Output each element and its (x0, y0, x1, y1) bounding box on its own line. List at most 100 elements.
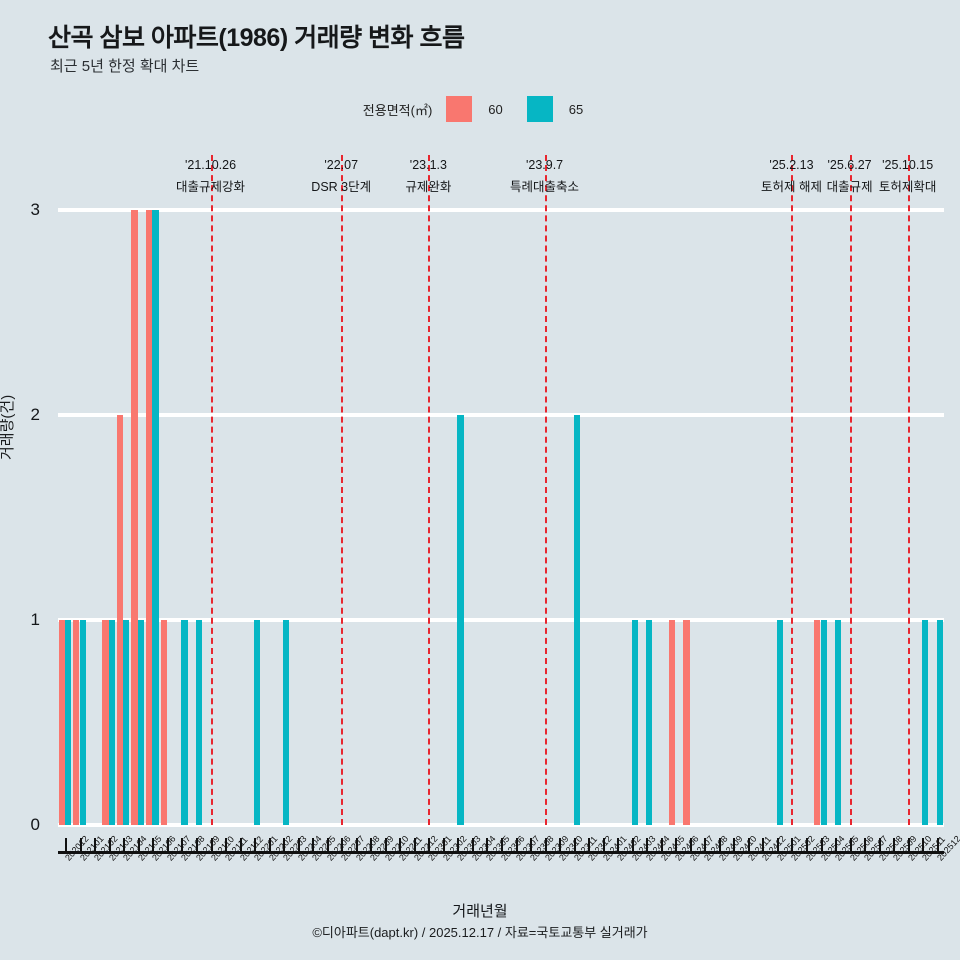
x-axis-tick (370, 838, 373, 852)
x-axis-tick (137, 838, 140, 852)
bar-65-202109 (195, 620, 203, 825)
x-axis-tick (195, 838, 198, 852)
gridline (58, 208, 944, 212)
annotation-line-202207 (341, 155, 344, 825)
bar-65-202311 (573, 415, 580, 825)
x-axis-tick (907, 838, 910, 852)
bar-60-202407 (683, 620, 690, 825)
annotation-date: '25.2.13 (769, 158, 814, 172)
annotation-label-202110: '21.10.26 대출규제강화 (176, 158, 245, 195)
bar-65-202103 (108, 620, 115, 825)
bar-60-202406 (668, 620, 675, 825)
x-axis-tick (660, 838, 663, 852)
x-axis-tick (283, 838, 286, 852)
annotation-text: 특례대출축소 (510, 180, 580, 194)
bar-65-202512 (936, 620, 943, 825)
annotation-label-202506: '25.6.27 대출규제 (827, 158, 873, 195)
annotation-label-202207: '22.07 DSR 3단계 (311, 158, 371, 195)
legend-swatch-60 (446, 96, 473, 122)
bar-60-202104 (116, 415, 124, 825)
x-axis-tick (559, 838, 562, 852)
bar-65-202101 (79, 620, 86, 825)
bar-60-202012 (58, 620, 65, 825)
x-axis-tick (878, 838, 881, 852)
y-axis-tick-labels: 0 1 2 3 (0, 200, 50, 834)
x-axis-tick (936, 838, 939, 852)
x-axis-tick (573, 838, 576, 852)
annotation-line-202502 (791, 155, 794, 825)
annotation-text: DSR 3단계 (311, 180, 372, 194)
x-axis-tick (835, 838, 838, 852)
x-axis-tick (689, 838, 692, 852)
y-axis-tick-label: 0 (30, 815, 40, 834)
annotation-label-202309: '23.9.7 특례대출축소 (510, 158, 579, 195)
x-axis-tick (776, 838, 779, 852)
x-axis-tick (646, 838, 649, 852)
bar-65-202104 (123, 620, 130, 825)
bar-60-202103 (102, 620, 109, 825)
x-axis-tick (413, 838, 416, 852)
x-axis-tick (94, 838, 97, 852)
x-axis-tick (254, 838, 257, 852)
annotation-line-202301 (428, 155, 431, 825)
x-axis-tick (239, 838, 242, 852)
page-title: 산곡 삼보 아파트(1986) 거래량 변화 흐름 (48, 24, 465, 52)
annotation-line-202510 (907, 155, 910, 825)
annotation-line-202309 (544, 155, 547, 825)
bar-65-202501 (776, 620, 784, 825)
annotation-text: 토허제확대 (878, 180, 937, 194)
x-axis-tick (108, 838, 111, 852)
bar-65-202303 (457, 415, 464, 825)
annotation-date: '22.07 (324, 158, 359, 172)
page-subtitle: 최근 5년 한정 확대 차트 (50, 58, 200, 75)
annotation-line-202110 (210, 155, 213, 825)
legend-title: 전용면적(㎡) (362, 102, 433, 118)
chart-legend: 전용면적(㎡) 60 65 (0, 96, 960, 122)
x-axis-tick (428, 838, 431, 852)
bar-65-202105 (137, 620, 144, 825)
annotation-text: 대출규제강화 (175, 180, 246, 194)
x-axis-tick (297, 838, 300, 852)
bar-65-202108 (181, 620, 188, 825)
x-axis-tick (65, 838, 68, 852)
gridline (58, 618, 944, 622)
x-axis-tick (617, 838, 620, 852)
x-axis-tick (544, 838, 547, 852)
bar-65-202504 (820, 620, 827, 825)
y-axis-title: 거래량(건) (0, 394, 16, 460)
x-axis-tick (762, 838, 765, 852)
x-axis-tick (457, 838, 460, 852)
bar-60-202107 (160, 620, 167, 825)
gridline (58, 823, 944, 827)
bar-60-202105 (131, 210, 138, 825)
x-axis-tick (864, 838, 867, 852)
x-axis-tick (384, 838, 387, 852)
x-axis-tick (791, 838, 794, 852)
x-axis-tick (181, 838, 184, 852)
annotation-text: 토허제 해제 (760, 180, 822, 194)
gridline (58, 413, 944, 417)
x-axis-line (58, 851, 944, 854)
x-axis-tick (515, 838, 518, 852)
x-axis-tick (152, 838, 155, 852)
x-axis-tick (588, 838, 591, 852)
x-axis-tick (530, 838, 533, 852)
annotation-date: '21.10.26 (184, 158, 237, 172)
y-axis-tick-label: 3 (30, 200, 40, 219)
x-axis-tick (849, 838, 852, 852)
x-axis-tick (399, 838, 402, 852)
plot-area (58, 155, 944, 827)
x-axis-tick (486, 838, 489, 852)
annotation-text: 규제완화 (405, 180, 452, 194)
x-axis-tick (166, 838, 169, 852)
x-axis-tick (501, 838, 503, 852)
x-axis-tick (471, 838, 474, 852)
x-axis-tick (442, 838, 445, 852)
x-axis-tick (602, 838, 605, 852)
annotation-label-202502: '25.2.13 토허제 해제 (761, 158, 822, 195)
bar-60-202504 (814, 620, 821, 825)
bar-60-202106 (146, 210, 153, 825)
x-axis-title: 거래년월 (452, 903, 508, 920)
x-axis-tick (123, 838, 126, 852)
y-axis-tick-label: 1 (30, 610, 40, 629)
